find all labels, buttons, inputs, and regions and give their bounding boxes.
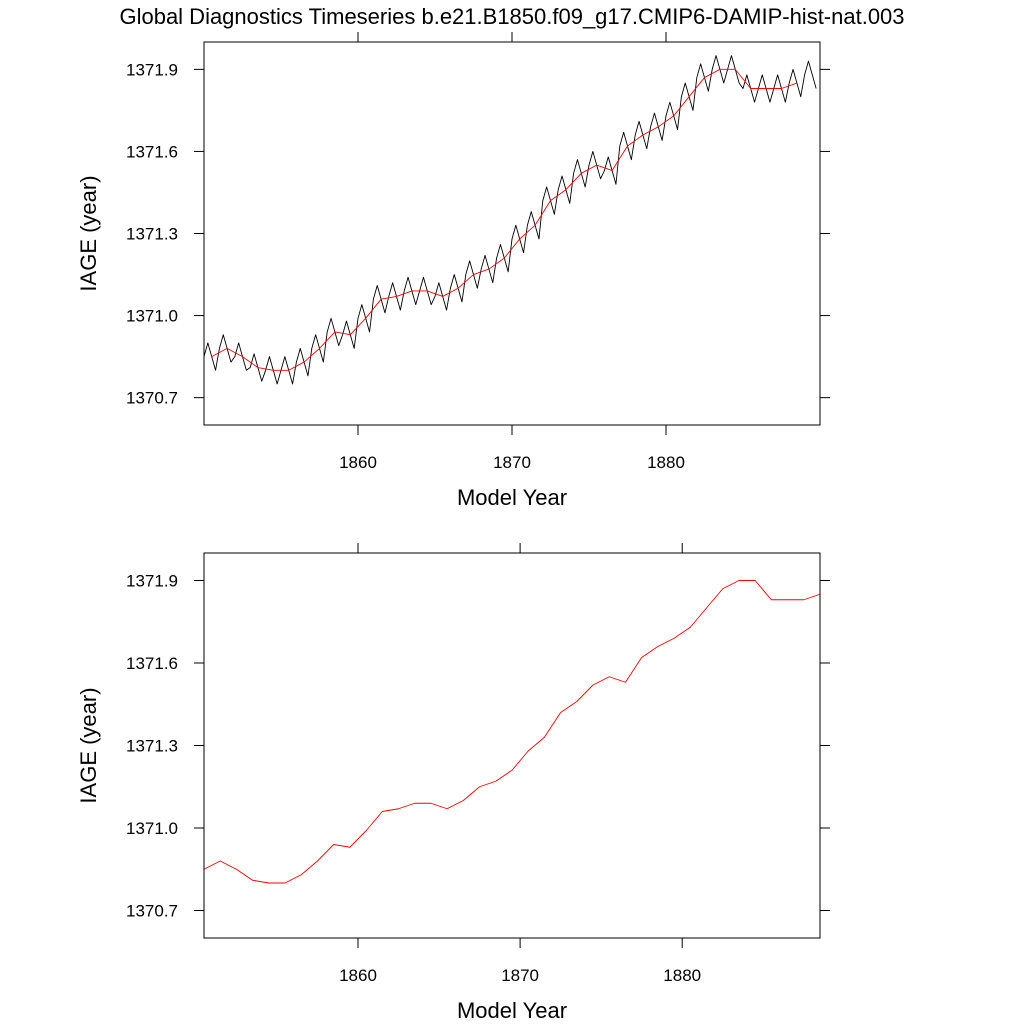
x-tick-label: 1880 <box>647 453 685 472</box>
x-tick-label: 1860 <box>339 453 377 472</box>
x-tick-label: 1880 <box>663 966 701 985</box>
chart-title: Global Diagnostics Timeseries b.e21.B185… <box>119 4 904 29</box>
y-tick-label: 1371.6 <box>126 654 178 673</box>
data-line <box>203 55 817 385</box>
y-tick-label: 1371.9 <box>126 572 178 591</box>
y-tick-label: 1371.0 <box>126 819 178 838</box>
x-axis-label: Model Year <box>457 998 567 1023</box>
y-tick-label: 1370.7 <box>126 902 178 921</box>
data-line <box>211 68 798 371</box>
y-tick-label: 1371.6 <box>126 142 178 161</box>
y-tick-label: 1371.9 <box>126 60 178 79</box>
y-axis-label: IAGE (year) <box>76 175 101 291</box>
data-line <box>203 580 821 884</box>
y-tick-label: 1371.3 <box>126 225 178 244</box>
x-tick-label: 1860 <box>339 966 377 985</box>
y-axis-label: IAGE (year) <box>76 687 101 803</box>
y-tick-label: 1370.7 <box>126 389 178 408</box>
x-tick-label: 1870 <box>493 453 531 472</box>
x-tick-label: 1870 <box>501 966 539 985</box>
y-tick-label: 1371.0 <box>126 307 178 326</box>
y-tick-label: 1371.3 <box>126 737 178 756</box>
x-axis-label: Model Year <box>457 485 567 510</box>
